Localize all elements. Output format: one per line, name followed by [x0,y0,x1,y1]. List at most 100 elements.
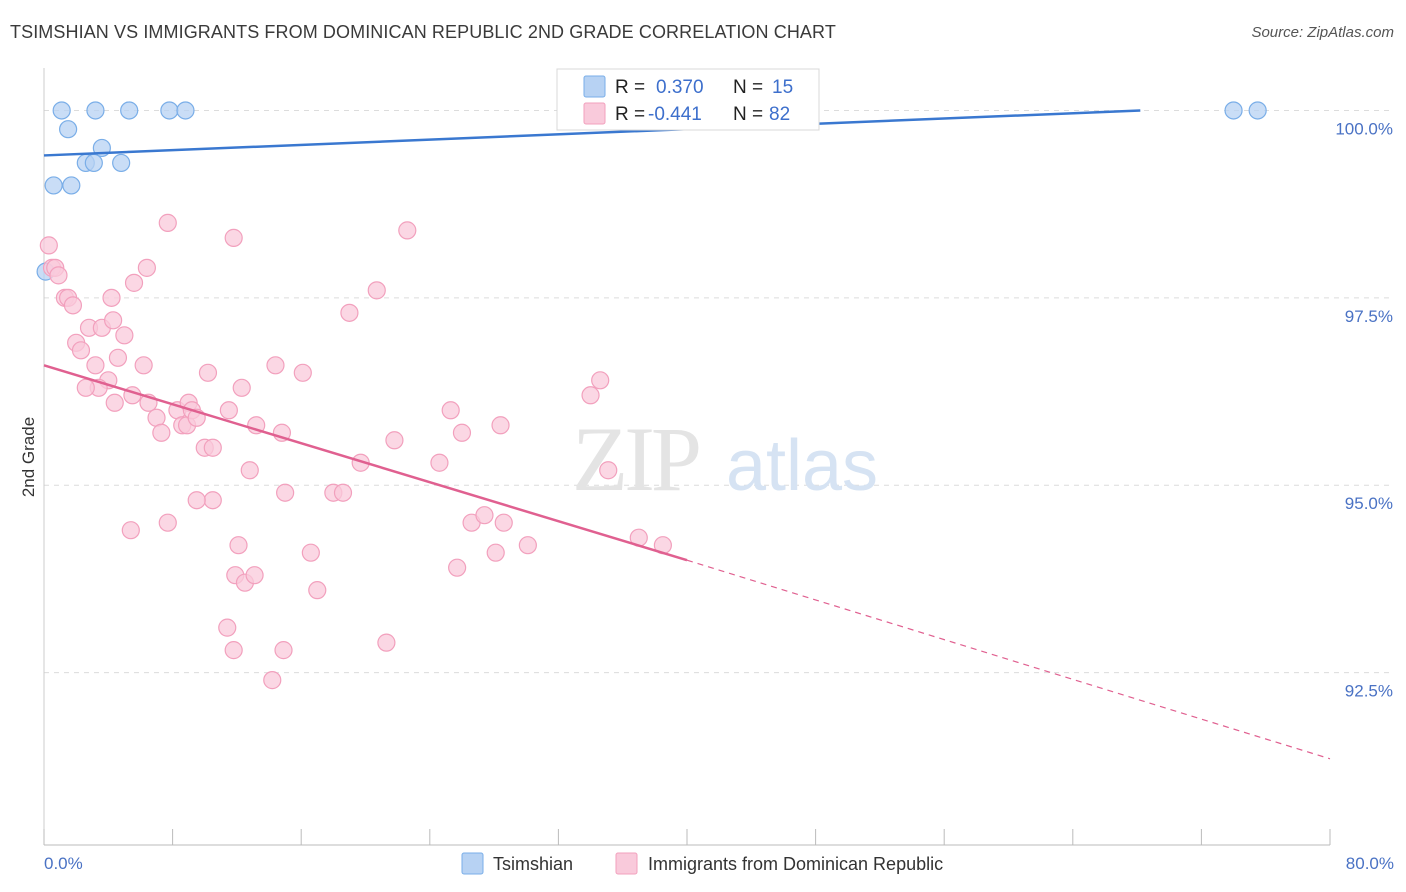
dominican-point [398,221,417,240]
y-tick-label: 92.5% [1345,682,1393,701]
x-tick-label-max: 80.0% [1346,854,1394,873]
data-points [36,101,1267,690]
stats-swatch-dominican [583,102,606,125]
dominican-point [491,416,510,435]
source-credit: Source: ZipAtlas.com [1251,24,1394,41]
chart-title: TSIMSHIAN VS IMMIGRANTS FROM DOMINICAN R… [10,22,836,42]
dominican-point [301,543,320,562]
dominican-point [274,641,293,660]
stats-swatch-tsimshian [583,75,606,98]
dominican-point [104,311,123,330]
dominican-point [308,581,327,600]
dominican-point [224,641,243,660]
y-tick-label: 100.0% [1335,119,1393,138]
stats-n-label-2: N = [733,104,763,125]
dominican-point [232,378,251,397]
dominican-point [293,363,312,382]
dominican-point [86,356,105,375]
dominican-point [245,566,264,585]
legend-swatch-dominican [615,852,638,875]
axes: 100.0% 97.5% 95.0% 92.5% 0.0% 80.0% [43,68,1394,873]
dominican-point [102,288,121,307]
tsimshian-point [160,101,179,120]
y-axis-title: 2nd Grade [19,417,38,497]
dominican-trend-extension [686,559,1331,760]
dominican-point [71,341,91,360]
dominican-point [152,423,171,442]
dominican-point [76,378,95,397]
y-tick-label: 95.0% [1345,494,1393,513]
dominican-point [158,513,177,532]
tsimshian-point [112,153,131,173]
tsimshian-trend-line [43,109,1141,157]
y-tick-label: 97.5% [1345,307,1393,326]
dominican-point [448,558,467,577]
tsimshian-point [120,101,139,120]
stats-r-label-2: R = [615,104,645,125]
dominican-point [203,491,222,510]
watermark-zip: ZIP [572,408,699,510]
dominican-point [187,491,206,510]
dominican-point [263,671,282,690]
dominican-point [377,633,396,652]
watermark-atlas: atlas [726,426,878,506]
dominican-point [218,618,237,637]
dominican-point [340,303,359,322]
dominican-point [124,273,144,292]
watermark: ZIP atlas [572,408,878,510]
dominican-point [441,401,460,420]
dominican-point [224,228,243,247]
dominican-point [105,393,124,412]
tsimshian-point [86,101,105,120]
stats-n-value-2: 82 [769,104,790,125]
dominican-point [591,371,610,390]
dominican-point [115,326,134,345]
dominican-point [108,348,128,367]
dominican-point [494,513,513,532]
tsimshian-point [59,120,78,139]
tsimshian-point [84,153,103,173]
dominican-point [158,213,177,232]
dominican-point [475,506,494,525]
tsimshian-point [52,101,71,120]
dominican-point [63,296,83,315]
x-tick-label-min: 0.0% [44,854,83,873]
stats-legend: R = 0.370 N = 15 R = -0.441 N = 82 [556,68,820,131]
dominican-point [367,281,386,300]
dominican-point [452,423,472,442]
stats-r-value-1: 0.370 [656,77,704,98]
dominican-point [137,258,156,277]
dominican-point [385,431,404,450]
dominican-point [486,543,505,562]
dominican-trend-line [43,364,688,562]
trend-lines [43,109,1331,760]
bottom-legend: Tsimshian Immigrants from Dominican Repu… [461,852,943,875]
dominican-point [147,408,166,427]
dominican-point [581,386,600,405]
tsimshian-point [1248,101,1267,120]
dominican-point [430,453,449,472]
stats-n-label-1: N = [733,77,763,98]
legend-label-dominican: Immigrants from Dominican Republic [648,854,943,874]
legend-swatch-tsimshian [461,852,484,875]
dominican-point [518,536,537,555]
dominican-point [49,266,68,285]
dominican-point [229,536,248,555]
dominican-point [121,521,140,540]
dominican-point [203,438,222,457]
dominican-point [134,356,153,375]
dominican-point [276,483,295,502]
legend-label-tsimshian: Tsimshian [493,854,573,874]
stats-r-label-1: R = [615,77,645,98]
dominican-point [219,401,238,420]
dominican-point [599,461,618,480]
dominican-point [198,363,218,382]
dominican-point [333,483,353,502]
tsimshian-point [176,101,195,120]
dominican-point [39,236,58,255]
tsimshian-point [62,176,81,195]
stats-n-value-1: 15 [772,77,793,98]
stats-r-value-2: -0.441 [648,104,702,125]
dominican-point [266,356,285,375]
